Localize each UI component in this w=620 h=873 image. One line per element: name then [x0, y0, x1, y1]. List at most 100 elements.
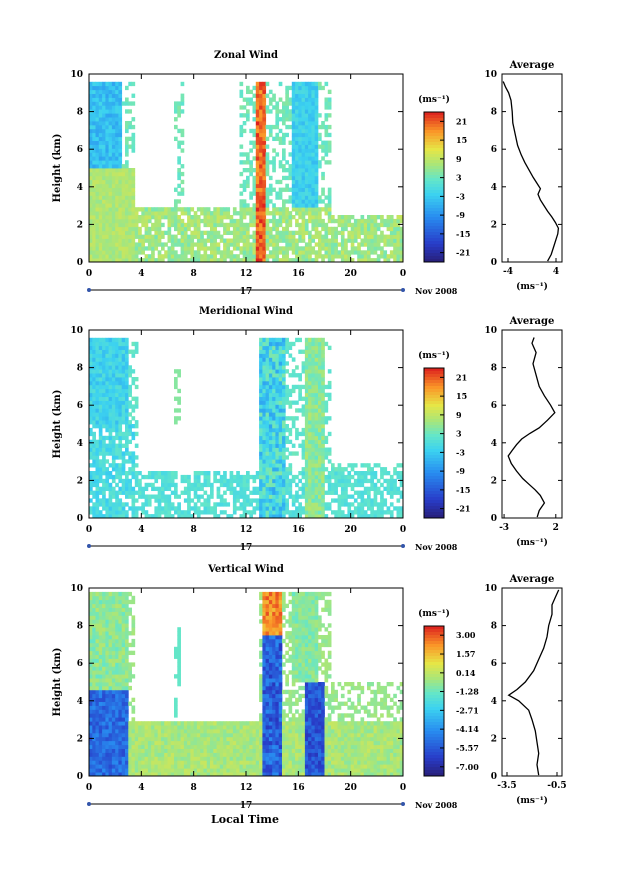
- heatmap-cell: [321, 254, 325, 259]
- heatmap-cell: [357, 234, 361, 239]
- heatmap-cell: [98, 254, 103, 259]
- heatmap-cell: [223, 207, 227, 212]
- heatmap-cell: [272, 215, 276, 220]
- heatmap-cell: [291, 124, 296, 130]
- heatmap-cell: [308, 400, 312, 405]
- heatmap-cell: [118, 207, 123, 212]
- heatmap-cell: [337, 215, 342, 220]
- heatmap-cell: [102, 635, 106, 640]
- heatmap-cell: [232, 211, 237, 216]
- heatmap-cell: [367, 514, 371, 519]
- heatmap-cell: [125, 258, 129, 263]
- heatmap-cell: [331, 254, 335, 259]
- heatmap-cell: [98, 416, 103, 421]
- heatmap-cell: [301, 455, 306, 460]
- colorbar-segment: [424, 509, 444, 513]
- heatmap-cell: [308, 105, 312, 110]
- heatmap-cell: [308, 494, 312, 499]
- heatmap-cell: [128, 760, 132, 765]
- heatmap-cell: [111, 222, 116, 228]
- heatmap-cell: [98, 599, 103, 605]
- heatmap-cell: [262, 463, 267, 468]
- heatmap-cell: [125, 431, 129, 437]
- heatmap-cell: [288, 388, 293, 394]
- heatmap-cell: [102, 482, 106, 488]
- heatmap-cell: [282, 486, 286, 492]
- heatmap-cell: [92, 591, 96, 597]
- heatmap-cell: [291, 474, 296, 480]
- heatmap-cell: [311, 380, 316, 386]
- heatmap-cell: [314, 396, 319, 401]
- heatmap-cell: [111, 623, 116, 628]
- heatmap-cell: [147, 258, 152, 263]
- heatmap-cell: [275, 463, 280, 468]
- heatmap-cell: [98, 171, 103, 177]
- colorbar-segment: [424, 244, 444, 248]
- heatmap-cell: [92, 748, 96, 753]
- heatmap-cell: [393, 250, 397, 255]
- heatmap-cell: [298, 431, 302, 437]
- heatmap-cell: [278, 416, 283, 421]
- heatmap-cell: [301, 494, 306, 499]
- heatmap-cell: [255, 136, 260, 142]
- heatmap-cell: [131, 760, 136, 765]
- heatmap-cell: [180, 478, 185, 484]
- heatmap-cell: [180, 510, 185, 515]
- heatmap-cell: [255, 195, 260, 200]
- heatmap-cell: [311, 514, 316, 519]
- heatmap-cell: [285, 101, 289, 106]
- heatmap-cell: [128, 678, 132, 683]
- heatmap-cell: [318, 502, 322, 507]
- heatmap-cell: [131, 732, 136, 738]
- heatmap-cell: [275, 218, 280, 224]
- x-tick-label: 0: [86, 525, 92, 535]
- heatmap-cell: [115, 234, 119, 239]
- heatmap-cell: [318, 242, 322, 247]
- heatmap-cell: [321, 463, 325, 468]
- heatmap-cell: [121, 420, 126, 425]
- heatmap-cell: [239, 246, 244, 251]
- heatmap-cell: [128, 666, 132, 671]
- colorbar-unit: (ms⁻¹): [418, 350, 450, 361]
- heatmap-cell: [128, 721, 132, 726]
- heatmap-cell: [304, 357, 309, 362]
- heatmap-cell: [98, 420, 103, 425]
- heatmap-cell: [370, 510, 374, 515]
- heatmap-cell: [239, 152, 244, 157]
- colorbar-segment: [424, 217, 444, 221]
- heatmap-cell: [128, 736, 132, 742]
- heatmap-cell: [92, 455, 96, 460]
- heatmap-cell: [105, 627, 110, 632]
- heatmap-cell: [92, 725, 96, 730]
- heatmap-cell: [105, 400, 110, 405]
- heatmap-cell: [95, 254, 100, 259]
- heatmap-cell: [239, 478, 244, 484]
- heatmap-cell: [308, 136, 312, 142]
- heatmap-cell: [275, 482, 280, 488]
- heatmap-cell: [102, 132, 106, 138]
- heatmap-cell: [393, 506, 397, 511]
- heatmap-cell: [118, 424, 123, 429]
- heatmap-cell: [92, 361, 96, 366]
- colorbar-segment: [424, 503, 444, 507]
- heatmap-cell: [118, 400, 123, 405]
- heatmap-cell: [196, 510, 201, 515]
- heatmap-cell: [386, 234, 391, 239]
- heatmap-cell: [380, 218, 384, 224]
- heatmap-cell: [252, 474, 257, 480]
- heatmap-cell: [180, 514, 185, 519]
- heatmap-cell: [344, 490, 348, 495]
- heatmap-cell: [108, 740, 113, 746]
- heatmap-cell: [121, 666, 126, 671]
- heatmap-cell: [125, 121, 129, 126]
- heatmap-cell: [98, 435, 103, 441]
- heatmap-cell: [318, 388, 322, 394]
- heatmap-cell: [170, 254, 175, 259]
- heatmap-cell: [111, 203, 116, 208]
- heatmap-cell: [111, 246, 116, 251]
- heatmap-cell: [311, 203, 316, 208]
- heatmap-cell: [252, 506, 257, 511]
- heatmap-cell: [105, 199, 110, 204]
- heatmap-cell: [95, 144, 100, 149]
- heatmap-cell: [311, 199, 316, 204]
